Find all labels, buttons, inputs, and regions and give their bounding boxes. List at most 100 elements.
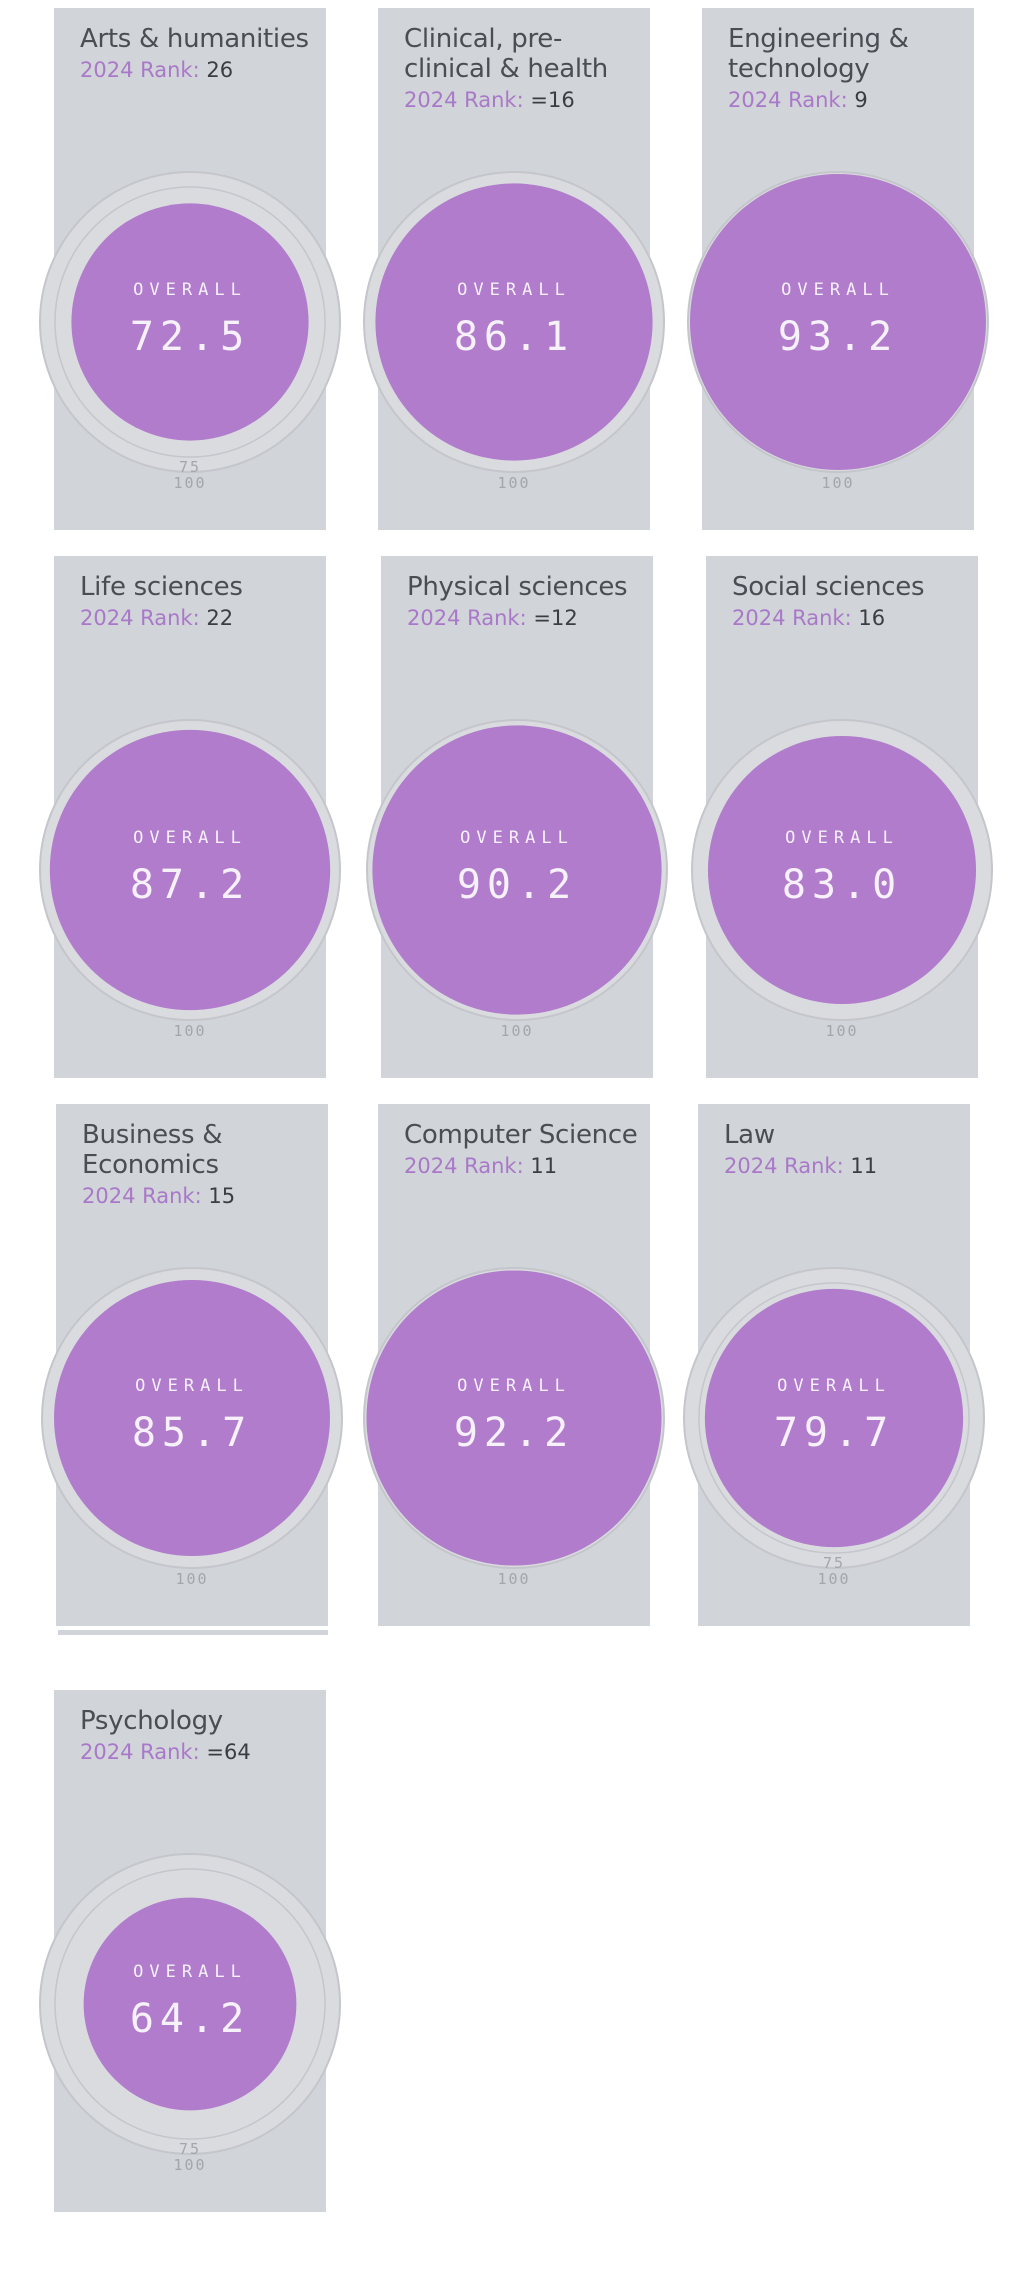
rank-value: 22 [206, 606, 234, 630]
score-circle [49, 729, 331, 1011]
subject-name: Computer Science [404, 1120, 638, 1150]
score-circle [690, 174, 986, 470]
overall-score: 85.7 [131, 1410, 253, 1456]
gauge-graphic [691, 719, 993, 1021]
rank-value: 11 [530, 1154, 558, 1178]
overall-score-gauge: OVERALL 93.2 75 100 [686, 170, 990, 492]
overall-score-gauge: OVERALL 83.0 75 100 [690, 718, 994, 1040]
gauge-graphic [687, 171, 989, 473]
rank-label: 2024 Rank: [80, 606, 200, 630]
rank-value: =16 [530, 88, 575, 112]
subject-rank: 2024 Rank: 11 [724, 1152, 964, 1180]
rank-value: 26 [206, 58, 234, 82]
scale-tick-75: 75 [822, 1554, 846, 1572]
subject-card-business-economics[interactable]: Business & Economics 2024 Rank: 15 OVERAL… [41, 1104, 343, 1626]
scale-ring-75 [698, 1282, 970, 1554]
subject-card-social-sciences[interactable]: Social sciences 2024 Rank: 16 OVERALL 83… [691, 556, 993, 1078]
scale-tick-100: 100 [497, 1570, 531, 1588]
overall-label: OVERALL [457, 280, 571, 300]
subject-rank: 2024 Rank: =12 [407, 604, 647, 632]
scale-tick-75: 75 [178, 2140, 202, 2158]
scale-tick-100: 100 [497, 474, 531, 492]
score-circle [372, 725, 662, 1015]
rank-label: 2024 Rank: [732, 606, 852, 630]
subject-name: Arts & humanities [80, 24, 309, 54]
card-header: Clinical, pre-clinical & health 2024 Ran… [404, 24, 644, 114]
subject-name: Social sciences [732, 572, 925, 602]
overall-score-gauge: OVERALL 64.2 75 100 [38, 1852, 342, 2174]
subject-card-computer-science[interactable]: Computer Science 2024 Rank: 11 OVERALL 9… [363, 1104, 665, 1626]
overall-score-gauge: OVERALL 87.2 75 100 [38, 718, 342, 1040]
scale-tick-100: 100 [173, 2156, 207, 2174]
overall-label: OVERALL [785, 828, 899, 848]
card-header: Physical sciences 2024 Rank: =12 [407, 572, 647, 632]
overall-score: 72.5 [129, 314, 251, 360]
subject-name: Engineering & technology [728, 24, 909, 84]
card-header: Engineering & technology 2024 Rank: 9 [728, 24, 968, 114]
overall-label: OVERALL [135, 1376, 249, 1396]
subject-name: Life sciences [80, 572, 243, 602]
gauge-graphic [366, 719, 668, 1021]
rank-label: 2024 Rank: [80, 58, 200, 82]
overall-score: 90.2 [456, 862, 578, 908]
scale-tick-100: 100 [821, 474, 855, 492]
scale-tick-100: 100 [173, 1022, 207, 1040]
card-header: Life sciences 2024 Rank: 22 [80, 572, 320, 632]
scale-tick-100: 100 [173, 474, 207, 492]
subject-rank: 2024 Rank: 16 [732, 604, 972, 632]
scale-tick-100: 100 [817, 1570, 851, 1588]
score-circle [366, 1270, 662, 1566]
overall-score-gauge: OVERALL 92.2 75 100 [362, 1266, 666, 1588]
rank-value: 11 [850, 1154, 878, 1178]
subject-rank: 2024 Rank: 9 [728, 86, 968, 114]
overall-label: OVERALL [460, 828, 574, 848]
score-circle [704, 1288, 964, 1548]
subject-card-law[interactable]: Law 2024 Rank: 11 OVERALL 79.7 75 100 [683, 1104, 985, 1626]
card-header: Computer Science 2024 Rank: 11 [404, 1120, 644, 1180]
rank-value: =64 [206, 1740, 251, 1764]
gauge-graphic [363, 1267, 665, 1569]
scale-tick-100: 100 [175, 1570, 209, 1588]
rank-label: 2024 Rank: [404, 1154, 524, 1178]
gauge-graphic [39, 719, 341, 1021]
overall-label: OVERALL [133, 280, 247, 300]
rank-label: 2024 Rank: [724, 1154, 844, 1178]
overall-score-gauge: OVERALL 85.7 75 100 [40, 1266, 344, 1588]
subject-rank: 2024 Rank: =16 [404, 86, 644, 114]
rank-label: 2024 Rank: [407, 606, 527, 630]
overall-score-gauge: OVERALL 90.2 75 100 [365, 718, 669, 1040]
overall-score-gauge: OVERALL 72.5 75 100 [38, 170, 342, 492]
scale-ring-75 [54, 186, 326, 458]
score-circle [707, 735, 977, 1005]
subject-rank: 2024 Rank: 22 [80, 604, 320, 632]
gauge-graphic [363, 171, 665, 473]
overall-score: 86.1 [453, 314, 575, 360]
subject-card-engineering-technology[interactable]: Engineering & technology 2024 Rank: 9 OVE… [687, 8, 989, 530]
overall-score: 83.0 [781, 862, 903, 908]
subject-card-physical-sciences[interactable]: Physical sciences 2024 Rank: =12 OVERALL… [366, 556, 668, 1078]
overall-score: 93.2 [777, 314, 899, 360]
overall-label: OVERALL [133, 1962, 247, 1982]
rank-value: =12 [533, 606, 578, 630]
overall-label: OVERALL [457, 1376, 571, 1396]
gauge-graphic [683, 1267, 985, 1569]
card-divider [58, 1630, 328, 1635]
subject-rank: 2024 Rank: =64 [80, 1738, 320, 1766]
overall-score: 64.2 [129, 1996, 251, 2042]
subject-name: Law [724, 1120, 775, 1150]
rank-label: 2024 Rank: [80, 1740, 200, 1764]
card-header: Arts & humanities 2024 Rank: 26 [80, 24, 320, 84]
scale-tick-100: 100 [825, 1022, 859, 1040]
subject-card-clinical-health[interactable]: Clinical, pre-clinical & health 2024 Ran… [363, 8, 665, 530]
subject-card-life-sciences[interactable]: Life sciences 2024 Rank: 22 OVERALL 87.2… [39, 556, 341, 1078]
overall-score: 79.7 [773, 1410, 895, 1456]
gauge-graphic [41, 1267, 343, 1569]
subject-name: Clinical, pre-clinical & health [404, 24, 608, 84]
rank-value: 15 [208, 1184, 236, 1208]
subject-name: Business & Economics [82, 1120, 223, 1180]
subject-card-arts-humanities[interactable]: Arts & humanities 2024 Rank: 26 OVERALL … [39, 8, 341, 530]
subject-card-psychology[interactable]: Psychology 2024 Rank: =64 OVERALL 64.2 7… [39, 1690, 341, 2212]
rank-label: 2024 Rank: [728, 88, 848, 112]
overall-label: OVERALL [133, 828, 247, 848]
rank-value: 16 [858, 606, 886, 630]
